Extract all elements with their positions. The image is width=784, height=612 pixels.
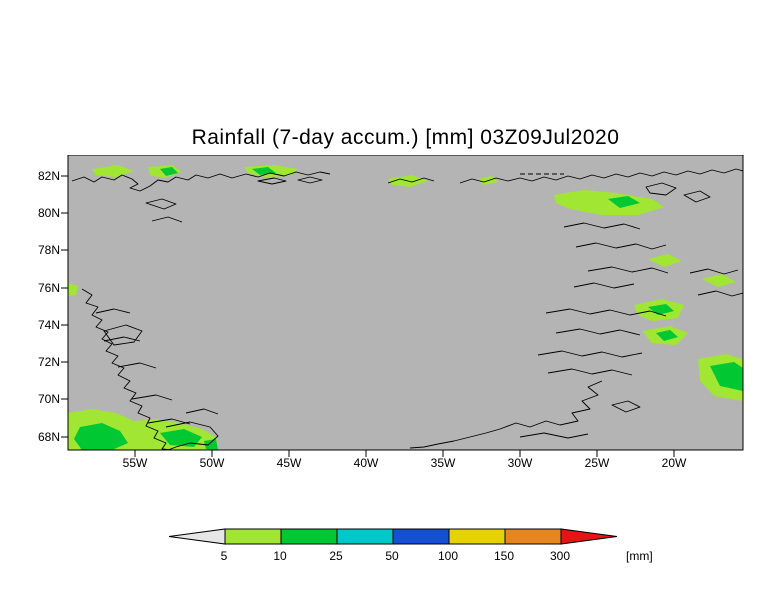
colorbar-level-label: 100 (437, 549, 459, 563)
plot-border (67, 155, 744, 451)
rain-patch-light (68, 283, 78, 296)
coastline (147, 418, 191, 425)
colorbar-segment (504, 528, 562, 545)
coastline (545, 308, 667, 317)
rain-patch-medium (204, 439, 218, 450)
coastline (81, 288, 173, 450)
colorbar-segment (280, 528, 338, 545)
coastline (689, 268, 739, 275)
coastline (555, 328, 641, 336)
colorbar-segment (392, 528, 450, 545)
x-tick-label: 40W (353, 456, 379, 470)
coastline (387, 177, 435, 184)
coastline (297, 176, 323, 184)
coastline (573, 282, 635, 289)
coastline (563, 222, 641, 230)
coastline (611, 400, 641, 413)
rain-patch-medium (160, 429, 202, 447)
rain-patch-medium (74, 423, 128, 450)
plot-title: Rainfall (7-day accum.) [mm] 03Z09Jul202… (191, 126, 620, 149)
coastline (683, 190, 711, 203)
rain-patch-medium (648, 304, 674, 315)
y-tick-label: 68N (37, 430, 60, 444)
rain-patch-medium (656, 330, 678, 341)
coastline (547, 368, 633, 376)
x-tick-label: 30W (507, 456, 533, 470)
coastline (71, 171, 331, 192)
colorbar-level-label: 50 (385, 549, 399, 563)
x-tick-label: 45W (276, 456, 302, 470)
coastline (131, 394, 173, 401)
rain-patch-medium (608, 196, 640, 208)
coastline (409, 380, 603, 449)
colorbar-level-label: 25 (329, 549, 343, 563)
coastline (257, 177, 287, 185)
y-tick-label: 74N (37, 318, 60, 332)
y-tick-label: 70N (37, 392, 60, 406)
coastline (459, 168, 743, 184)
colorbar-segment (336, 528, 394, 545)
map-layers (68, 165, 743, 450)
coastline (587, 266, 669, 274)
y-tick-label: 78N (37, 243, 60, 257)
colorbar-svg (168, 528, 618, 545)
map-svg (61, 155, 744, 457)
coastline (519, 432, 589, 439)
rain-patch-light (702, 274, 736, 287)
rain-patch-light (648, 254, 682, 267)
x-tick-label: 25W (584, 456, 610, 470)
rain-patch-light (92, 165, 134, 177)
colorbar-level-label: 300 (549, 549, 571, 563)
y-tick-label: 80N (37, 206, 60, 220)
coastline (697, 290, 743, 297)
colorbar-level-label: 10 (273, 549, 287, 563)
x-tick-label: 35W (430, 456, 456, 470)
y-tick-label: 72N (37, 355, 60, 369)
colorbar-segment (224, 528, 282, 545)
rain-patch-light (554, 190, 664, 215)
coastline (645, 182, 677, 196)
coastline (165, 421, 219, 450)
rain-patch-medium (710, 362, 743, 391)
coastline (537, 350, 643, 358)
colorbar-arrow-left (168, 528, 226, 545)
y-tick-label: 76N (37, 281, 60, 295)
colorbar-arrow-right (560, 528, 618, 545)
coastline (103, 324, 143, 346)
coastline (145, 198, 177, 210)
colorbar: 5 10 25 50 100 150 300 (168, 527, 628, 571)
rain-patch-medium (160, 167, 178, 176)
coastline (185, 408, 219, 415)
x-tick-label: 50W (199, 456, 225, 470)
coastline (117, 362, 157, 369)
x-tick-label: 20W (661, 456, 687, 470)
coastline (95, 308, 131, 314)
coastline (151, 216, 183, 223)
coastline (575, 242, 667, 250)
x-tick-label: 55W (122, 456, 148, 470)
colorbar-units-label: [mm] (626, 549, 653, 563)
colorbar-segment (448, 528, 506, 545)
y-tick-label: 82N (37, 169, 60, 183)
colorbar-level-label: 5 (220, 549, 228, 563)
colorbar-level-label: 150 (493, 549, 515, 563)
